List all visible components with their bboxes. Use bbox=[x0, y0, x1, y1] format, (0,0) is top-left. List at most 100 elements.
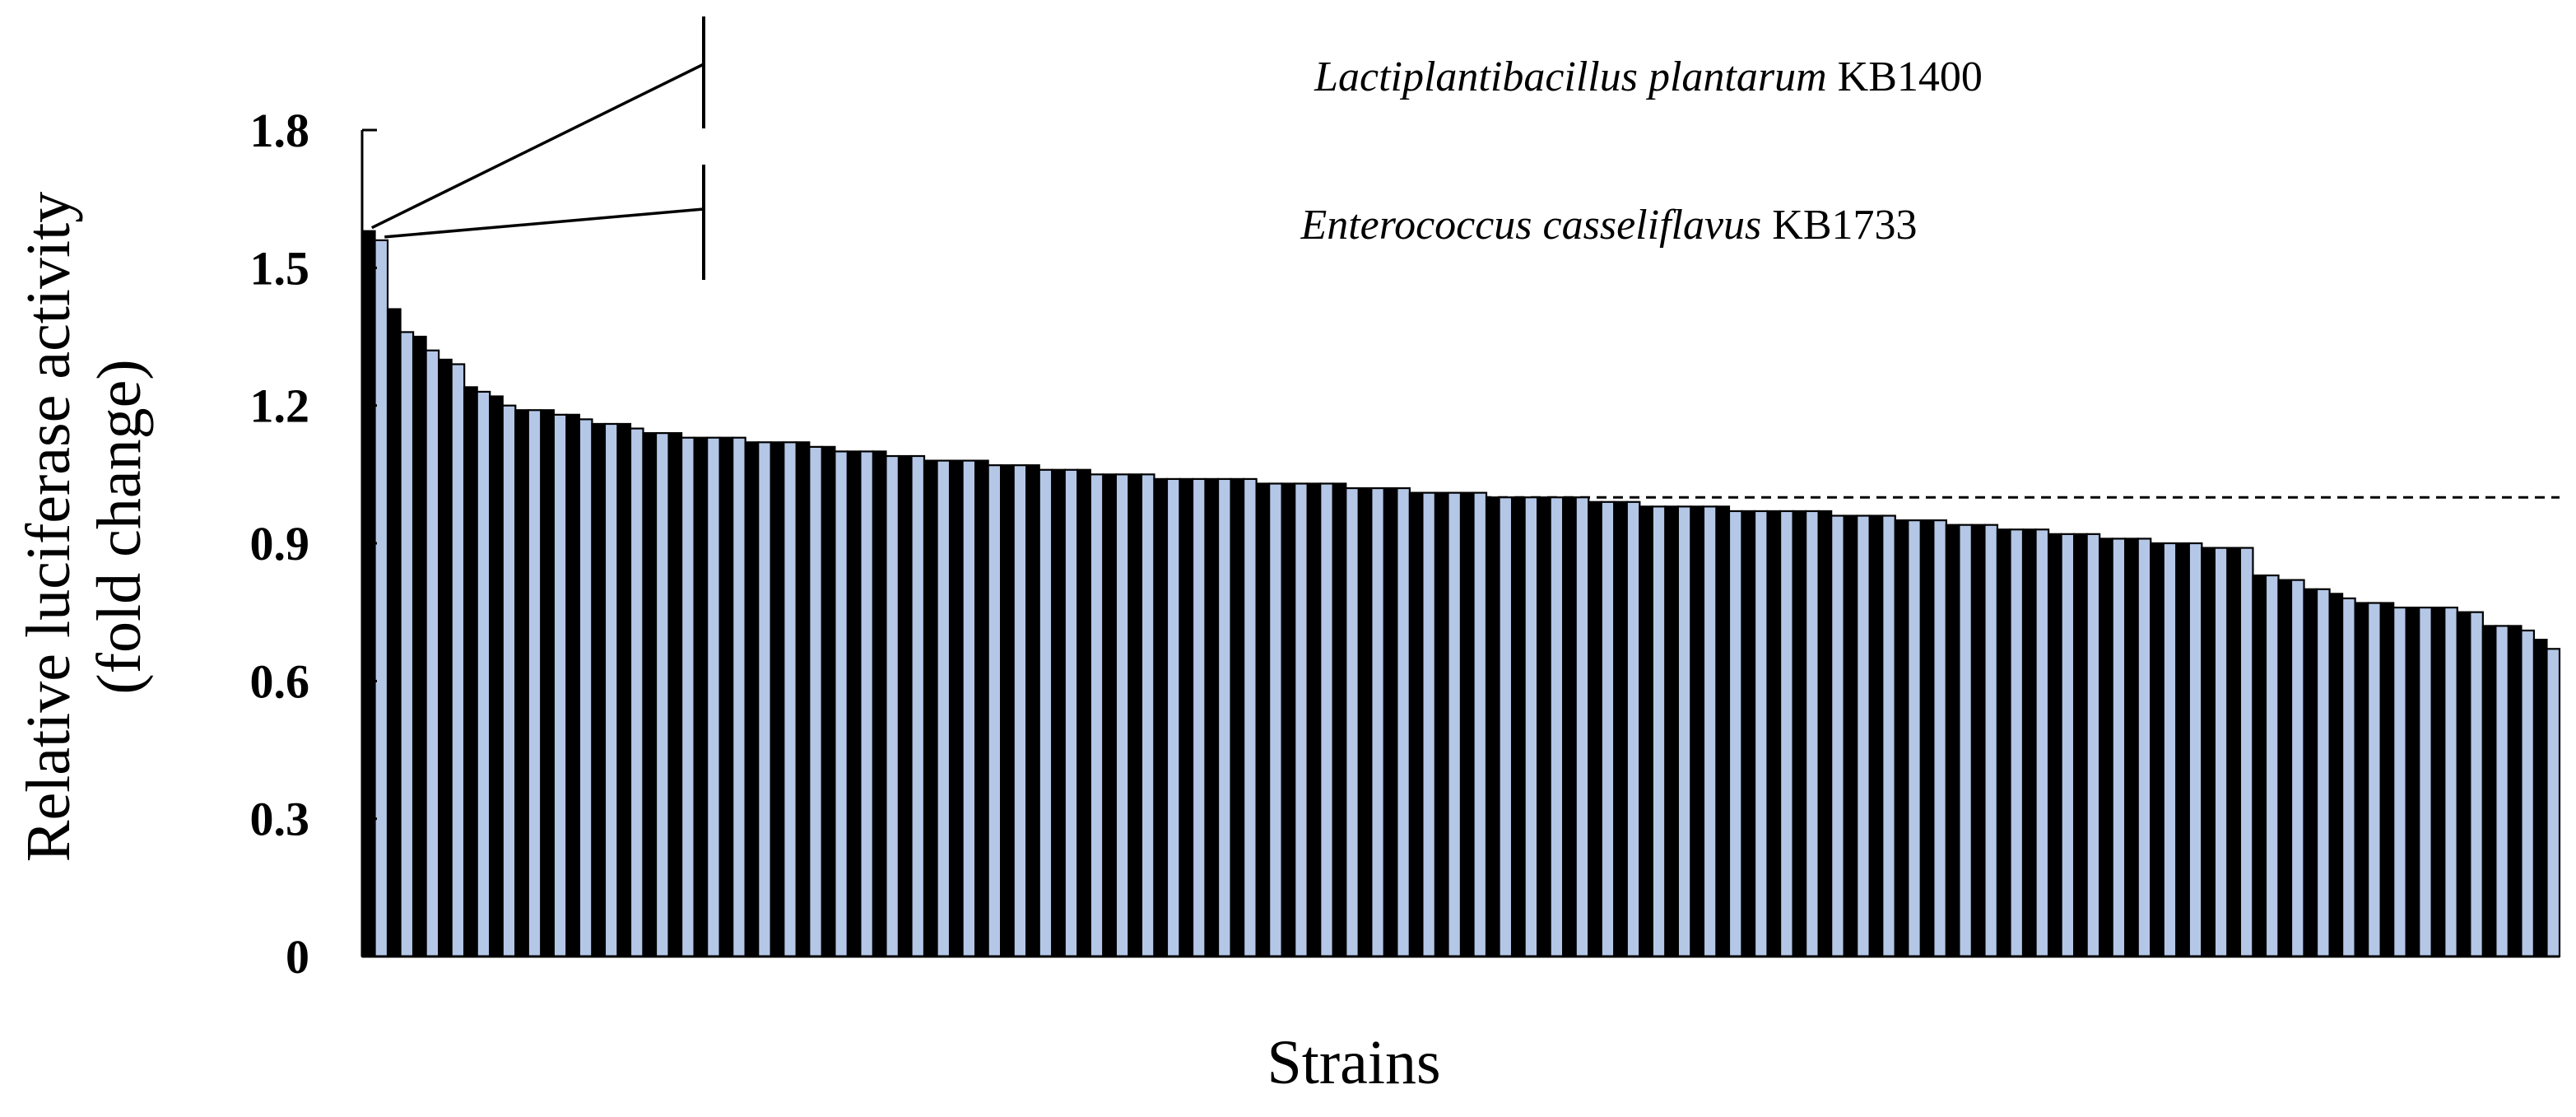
bar bbox=[987, 464, 1002, 958]
bar bbox=[527, 409, 542, 958]
bar bbox=[1242, 477, 1258, 958]
bar bbox=[1830, 514, 1845, 958]
annotation-label: Lactiplantibacillus plantarum KB1400 bbox=[1314, 54, 1983, 100]
bar bbox=[770, 441, 785, 958]
annotation-label: Enterococcus casseliflavus KB1733 bbox=[1300, 202, 1917, 249]
annotation-leader-line bbox=[384, 207, 704, 239]
bar bbox=[501, 404, 517, 958]
bar bbox=[961, 459, 977, 958]
bar bbox=[2456, 611, 2471, 958]
bar bbox=[2277, 579, 2293, 958]
bar bbox=[1639, 505, 1653, 958]
bar bbox=[2213, 547, 2229, 958]
bar bbox=[1651, 505, 1667, 958]
bar bbox=[667, 432, 683, 958]
bar bbox=[1102, 473, 1117, 958]
bar bbox=[2073, 533, 2088, 958]
bar bbox=[693, 436, 709, 958]
bar bbox=[1588, 500, 1602, 958]
bar bbox=[1332, 482, 1347, 958]
bar bbox=[1370, 486, 1385, 958]
bar bbox=[834, 450, 849, 958]
bar bbox=[757, 441, 772, 958]
bar bbox=[2150, 542, 2164, 958]
bar bbox=[1128, 473, 1143, 958]
bar bbox=[2315, 588, 2331, 958]
bar bbox=[1000, 464, 1015, 958]
bar bbox=[425, 349, 440, 958]
bar bbox=[1076, 468, 1091, 958]
y-axis-title-line2: (fold change) bbox=[85, 359, 154, 694]
bar bbox=[1345, 486, 1360, 958]
bar bbox=[808, 445, 823, 958]
bar bbox=[1472, 491, 1488, 958]
bar bbox=[1357, 486, 1373, 958]
annotation-strain-id: KB1400 bbox=[1827, 54, 1983, 100]
bar bbox=[1715, 505, 1731, 958]
bar bbox=[2175, 542, 2190, 958]
y-tick-label: 1.5 bbox=[250, 241, 310, 295]
bar bbox=[1408, 491, 1424, 958]
bar bbox=[1970, 524, 1986, 958]
bar bbox=[386, 308, 402, 958]
bar bbox=[1216, 477, 1232, 958]
x-axis-title: Strains bbox=[1267, 1028, 1440, 1097]
bar bbox=[2239, 547, 2254, 958]
bar bbox=[1537, 496, 1551, 958]
bar bbox=[680, 436, 695, 958]
bar bbox=[552, 413, 568, 958]
y-axis-title-line1: Relative luciferase activity bbox=[14, 192, 83, 863]
bar bbox=[923, 459, 938, 958]
bar bbox=[974, 459, 989, 958]
bar bbox=[2495, 625, 2509, 958]
bar bbox=[1255, 482, 1271, 958]
bar bbox=[2341, 597, 2356, 958]
bar bbox=[1766, 510, 1782, 958]
bar bbox=[1983, 524, 1999, 958]
bar bbox=[2060, 533, 2076, 958]
bar bbox=[897, 454, 913, 958]
bar bbox=[2418, 606, 2433, 958]
bar bbox=[2367, 602, 2382, 958]
bar bbox=[1894, 519, 1909, 958]
bar bbox=[1383, 486, 1398, 958]
bar bbox=[2392, 606, 2407, 958]
bar bbox=[936, 459, 951, 958]
bar bbox=[1153, 477, 1169, 958]
bar bbox=[1204, 477, 1220, 958]
bar bbox=[450, 363, 466, 958]
bar bbox=[1012, 464, 1028, 958]
bar bbox=[1676, 505, 1692, 958]
bar bbox=[1574, 496, 1590, 958]
bar bbox=[2520, 629, 2536, 958]
bar bbox=[1932, 519, 1947, 958]
bar bbox=[616, 422, 632, 958]
bar bbox=[732, 436, 746, 958]
bar bbox=[2264, 574, 2280, 958]
bar bbox=[2354, 602, 2369, 958]
bar bbox=[821, 445, 836, 958]
bar bbox=[2430, 606, 2446, 958]
bar bbox=[910, 454, 926, 958]
bar bbox=[1459, 491, 1475, 958]
bar bbox=[1051, 468, 1066, 958]
bar bbox=[1498, 496, 1514, 958]
bar bbox=[1396, 486, 1411, 958]
bar bbox=[629, 427, 644, 958]
bar bbox=[476, 390, 491, 958]
bar bbox=[2009, 528, 2025, 958]
bar bbox=[1792, 510, 1807, 958]
bar bbox=[1281, 482, 1296, 958]
bar bbox=[1063, 468, 1079, 958]
bar bbox=[654, 432, 670, 958]
bar bbox=[412, 335, 427, 958]
bar bbox=[360, 230, 376, 958]
y-tick-label: 0 bbox=[286, 930, 309, 984]
bar bbox=[1025, 464, 1040, 958]
y-tick-label: 0.3 bbox=[250, 793, 310, 846]
bar bbox=[565, 413, 580, 958]
bar bbox=[1958, 524, 1974, 958]
bar bbox=[1856, 514, 1871, 958]
bar bbox=[1485, 496, 1500, 958]
